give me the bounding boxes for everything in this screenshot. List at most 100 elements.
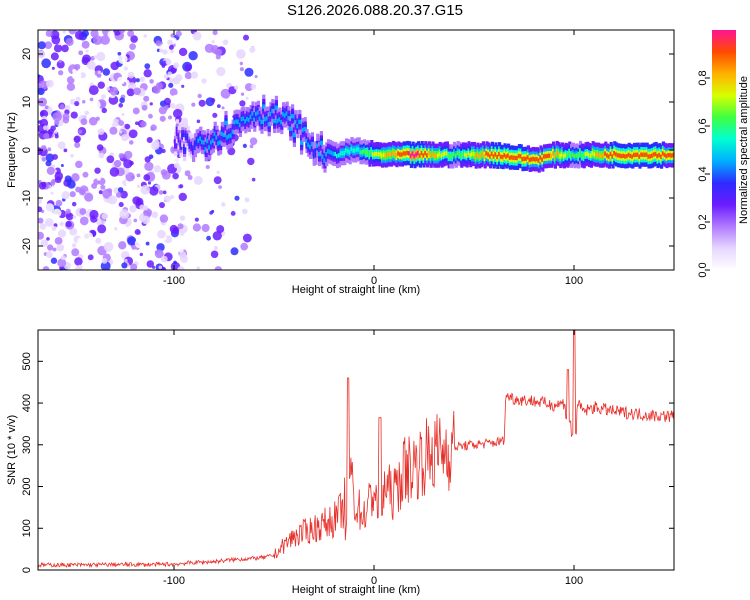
spectrogram-cell — [123, 66, 128, 71]
spectrogram-cell — [108, 195, 118, 205]
spectrogram-ridge-cell — [445, 151, 449, 156]
spectrogram-ridge-cell — [197, 138, 201, 143]
spectrogram-cell — [121, 112, 125, 116]
spectrogram-ridge-cell — [654, 151, 658, 157]
spectrogram-cell — [136, 184, 141, 188]
spectrogram-cell — [216, 104, 221, 109]
spectrogram-ridge-cell — [309, 144, 313, 150]
spectrogram-cell — [47, 147, 52, 152]
spectrogram-ridge-cell — [510, 155, 514, 160]
spectrogram-cell — [245, 219, 252, 226]
spectrogram-x-tick-label: 0 — [371, 275, 377, 287]
spectrogram-cell — [54, 134, 59, 139]
spectrogram-x-tick-label: 100 — [565, 275, 583, 287]
spectrogram-cell — [79, 216, 89, 226]
spectrogram-ridge-cell — [246, 116, 250, 122]
spectrogram-cell — [86, 60, 96, 70]
spectrogram-cell — [221, 106, 225, 110]
spectrogram-cell — [50, 52, 59, 61]
spectrogram-ridge-cell — [341, 151, 345, 156]
spectrogram-cell — [65, 208, 71, 214]
snr-y-tick-label: 300 — [21, 436, 33, 454]
spectrogram-ridge-cell — [426, 153, 430, 158]
spectrogram-cell — [50, 191, 54, 195]
spectrogram-ridge-cell — [224, 120, 228, 126]
spectrogram-cell — [50, 180, 56, 186]
spectrogram-ridge-cell — [379, 152, 383, 157]
spectrogram-ridge-cell — [271, 108, 275, 114]
spectrogram-cell — [205, 165, 210, 170]
spectrogram-ridge-cell — [202, 140, 206, 145]
spectrogram-ridge-cell — [364, 150, 368, 155]
spectrogram-cell — [213, 48, 221, 56]
spectrogram-ridge-cell — [361, 150, 365, 155]
spectrogram-cell — [144, 63, 151, 70]
spectrogram-cell — [80, 118, 88, 126]
spectrogram-ridge-cell — [370, 149, 374, 155]
spectrogram-cell — [101, 257, 108, 264]
spectrogram-cell — [173, 162, 180, 169]
spectrogram-cell — [159, 100, 167, 107]
spectrogram-cell — [230, 210, 236, 216]
spectrogram-cell — [146, 136, 153, 143]
spectrogram-ridge-cell — [571, 152, 575, 157]
spectrogram-ridge-cell — [575, 153, 579, 158]
spectrogram-cell — [75, 186, 82, 193]
spectrogram-ridge-cell — [220, 131, 224, 137]
spectrogram-cell — [179, 184, 184, 189]
spectrogram-ridge-cell — [359, 150, 363, 155]
spectrogram-ridge-cell — [395, 153, 399, 158]
snr-panel: -100 0 100 0 100 200 300 400 500 Height of stra… — [6, 329, 675, 596]
spectrogram-ridge-cell — [345, 148, 349, 153]
spectrogram-ridge-cell — [597, 152, 601, 157]
spectrogram-cell — [43, 132, 50, 140]
spectrogram-ridge-cell — [328, 149, 332, 155]
spectrogram-cell — [96, 72, 102, 78]
spectrogram-cell — [240, 92, 245, 96]
snr-x-axis-label: Height of straight line (km) — [292, 584, 420, 596]
spectrogram-cell — [163, 73, 169, 79]
spectrogram-ridge-cell — [550, 153, 554, 158]
spectrogram-ridge-cell — [303, 126, 307, 132]
spectrogram-ridge-cell — [530, 157, 534, 162]
spectrogram-cell — [242, 208, 248, 215]
spectrogram-cell — [77, 129, 83, 134]
spectrogram-cell — [47, 128, 54, 135]
spectrogram-ridge-cell — [319, 140, 323, 146]
spectrogram-ridge-cell — [422, 153, 426, 158]
spectrogram-cell — [240, 187, 249, 196]
spectrogram-y-tick-label: -10 — [21, 190, 33, 206]
spectrogram-ridge-cell — [532, 156, 536, 162]
spectrogram-ridge-cell — [289, 126, 293, 131]
snr-y-tick-label: 500 — [21, 352, 33, 370]
spectrogram-cell — [192, 31, 202, 41]
spectrogram-cell — [173, 260, 177, 265]
spectrogram-cell — [201, 78, 207, 84]
spectrogram-ridge-cell — [366, 150, 370, 155]
spectrogram-ridge-cell — [251, 111, 255, 116]
spectrogram-ridge-cell — [543, 154, 547, 159]
spectrogram-ridge-cell — [593, 152, 597, 157]
spectrogram-cell — [70, 111, 78, 119]
spectrogram-ridge-cell — [539, 155, 543, 160]
spectrogram-ridge-cell — [343, 151, 347, 156]
spectrogram-ridge-cell — [667, 153, 671, 158]
spectrogram-cell — [38, 74, 41, 79]
spectrogram-ridge-cell — [467, 151, 471, 156]
spectrogram-cell — [101, 213, 109, 220]
spectrogram-ridge-cell — [517, 153, 521, 159]
spectrogram-cell — [179, 230, 185, 236]
spectrogram-cell — [155, 40, 162, 46]
spectrogram-cell — [184, 170, 191, 177]
colorbar-tick-label: 0.2 — [697, 214, 709, 229]
spectrogram-ridge-cell — [391, 150, 395, 156]
spectrogram-cell — [79, 208, 87, 215]
spectrogram-ridge-cell — [420, 150, 424, 156]
spectrogram-ridge-cell — [247, 117, 251, 123]
spectrogram-ridge-cell — [501, 155, 505, 160]
spectrogram-ridge-cell — [386, 152, 390, 157]
figure-title: S126.2026.088.20.37.G15 — [287, 2, 463, 19]
spectrogram-cell — [88, 85, 99, 96]
spectrogram-ridge-cell — [670, 153, 674, 158]
